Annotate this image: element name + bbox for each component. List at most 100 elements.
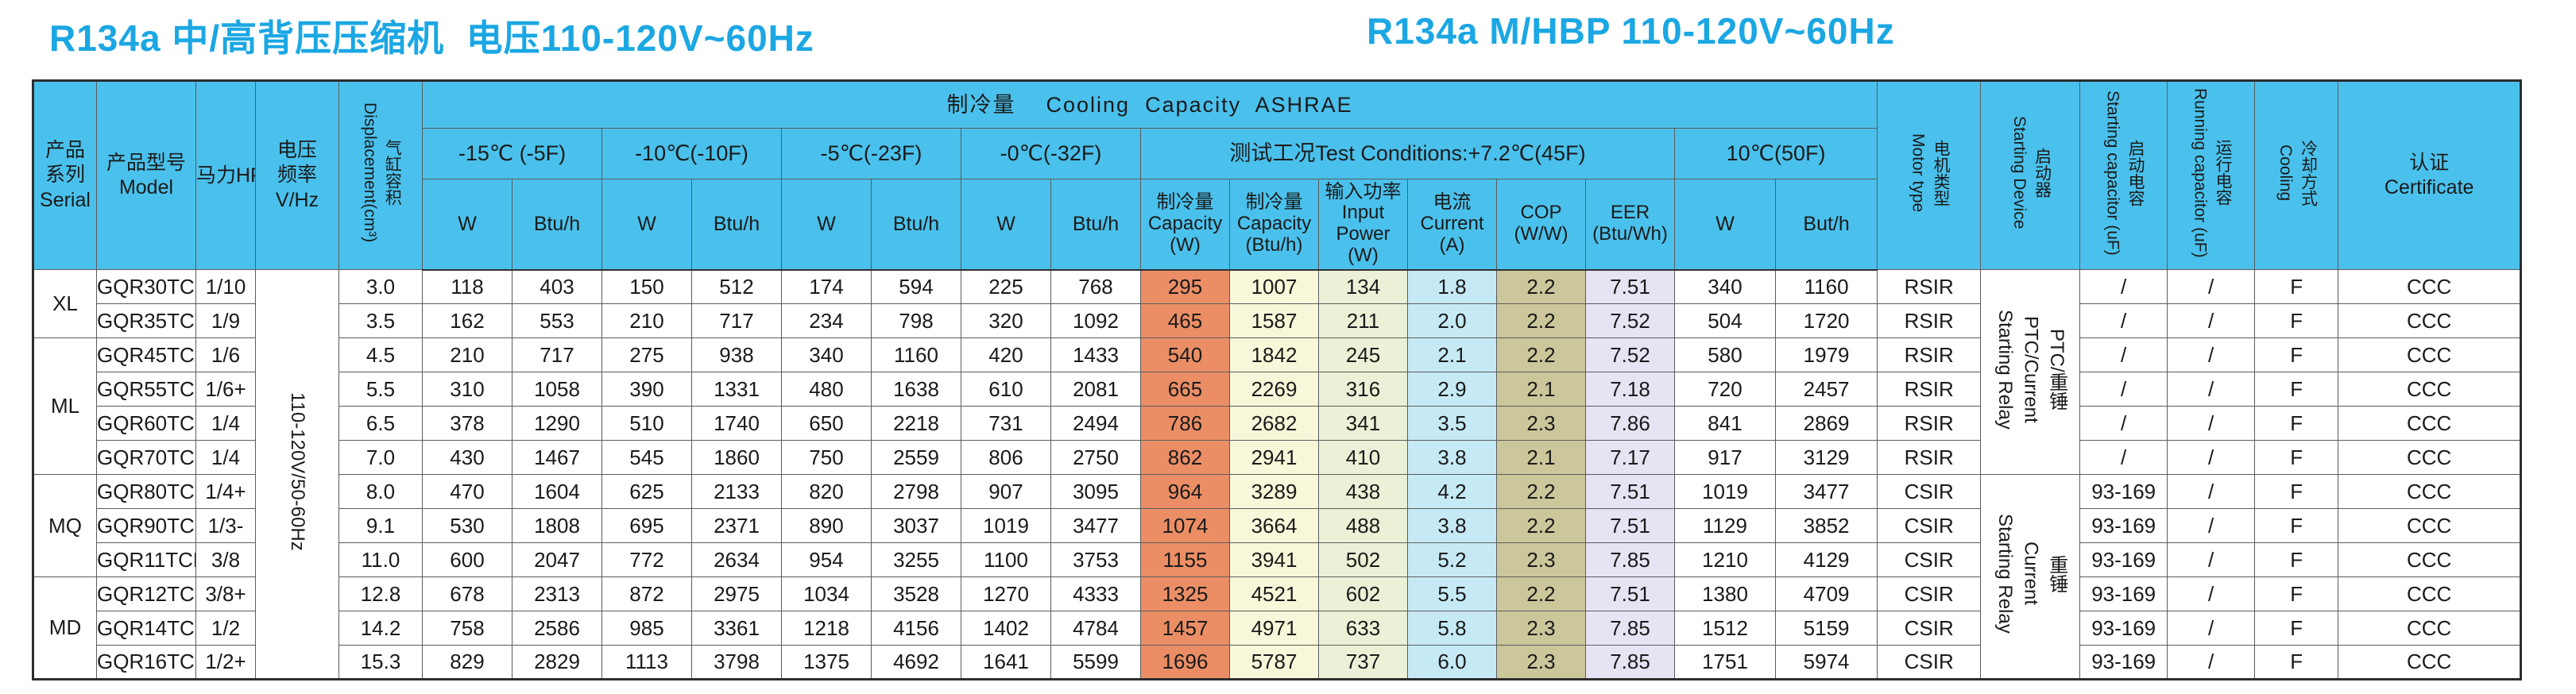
cell-minus10_btuh: 2371: [691, 508, 782, 543]
cell-eer: 7.51: [1585, 576, 1675, 611]
header-zero-btuh: Btu/h: [1050, 179, 1141, 271]
cell-running_capacitor: /: [2167, 337, 2256, 372]
cell-c10_w: 841: [1674, 406, 1776, 441]
cell-minus15_btuh: 403: [512, 269, 602, 304]
cell-zero_btuh: 4784: [1050, 611, 1141, 646]
cell-serial-ML: ML: [33, 337, 97, 475]
cell-minus10_w: 150: [601, 269, 692, 304]
cell-c10_w: 1380: [1674, 576, 1776, 611]
header-temp-minus5: -5℃(-23F): [781, 128, 961, 179]
cell-minus5_btuh: 798: [871, 303, 961, 338]
header-tc-current: 电流 Current (A): [1407, 179, 1497, 271]
cell-capacity_w: 964: [1140, 474, 1230, 509]
cell-minus10_w: 545: [601, 440, 692, 475]
cell-zero_w: 610: [961, 372, 1051, 407]
cell-minus10_btuh: 2133: [691, 474, 782, 509]
cell-minus15_btuh: 1467: [512, 440, 602, 475]
cell-cooling: F: [2254, 508, 2339, 543]
cell-minus10_w: 625: [601, 474, 692, 509]
header-horsepower: 马力HP: [195, 80, 256, 270]
cell-model: GQR45TCD: [96, 337, 196, 372]
cell-c10_buth: 5974: [1774, 645, 1878, 680]
header-temp-zero: -0℃(-32F): [961, 128, 1141, 179]
header-10c-buth: But/h: [1774, 179, 1878, 271]
cell-cooling: F: [2254, 474, 2339, 509]
cell-capacity_w: 1457: [1140, 611, 1230, 646]
cell-capacity_btuh: 5787: [1229, 645, 1319, 680]
cell-minus5_w: 174: [781, 269, 872, 304]
cell-displacement: 6.5: [338, 406, 423, 441]
cell-minus5_btuh: 594: [871, 269, 961, 304]
cell-zero_w: 1100: [961, 542, 1051, 577]
cell-hp: 1/4+: [195, 474, 256, 509]
cell-capacity_w: 1696: [1140, 645, 1230, 680]
cell-minus5_btuh: 4692: [871, 645, 961, 680]
cell-capacity_btuh: 2269: [1229, 372, 1319, 407]
table-row: GQR11TCD3/8 11.06002047772263495432551100…: [33, 542, 2522, 577]
table-row: GQR35TCD1/9 3.516255321071723479832010924…: [33, 303, 2522, 338]
cell-cop: 2.3: [1496, 611, 1586, 646]
cell-input_power: 737: [1318, 645, 1408, 680]
cell-minus10_w: 210: [601, 303, 692, 338]
cell-cooling: F: [2254, 269, 2339, 304]
cell-zero_w: 225: [961, 269, 1051, 304]
cell-model: GQR30TCD: [96, 269, 196, 304]
cell-minus10_w: 772: [601, 542, 692, 577]
cell-cooling: F: [2254, 440, 2339, 475]
cell-displacement: 8.0: [338, 474, 423, 509]
header-10c-w: W: [1674, 179, 1776, 271]
cell-minus10_w: 985: [601, 611, 692, 646]
cell-minus5_w: 820: [781, 474, 872, 509]
cell-motor: CSIR: [1877, 542, 1982, 577]
cell-cop: 2.2: [1496, 269, 1586, 304]
cell-certificate: CCC: [2338, 508, 2522, 543]
cell-c10_w: 504: [1674, 303, 1776, 338]
cell-cooling: F: [2254, 611, 2339, 646]
cell-minus5_btuh: 1160: [871, 337, 961, 372]
cell-eer: 7.51: [1585, 508, 1675, 543]
cell-cop: 2.1: [1496, 372, 1586, 407]
header-cooling-method: 冷却方式 Cooling: [2254, 80, 2339, 270]
header-temp-minus15: -15℃ (-5F): [422, 128, 602, 179]
cell-capacity_w: 295: [1140, 269, 1230, 304]
cell-minus5_w: 1034: [781, 576, 872, 611]
cell-current: 2.9: [1407, 372, 1497, 407]
cell-starting_capacitor: /: [2079, 406, 2168, 441]
table-row: GQR14TCD1/2 14.27582586985336112184156140…: [33, 611, 2522, 646]
cell-serial-MD: MD: [33, 576, 97, 680]
cell-zero_btuh: 3753: [1050, 542, 1141, 577]
cell-zero_w: 420: [961, 337, 1051, 372]
cell-c10_buth: 2869: [1774, 406, 1878, 441]
cell-starting_capacitor: 93-169: [2079, 645, 2168, 680]
cell-eer: 7.17: [1585, 440, 1675, 475]
cell-hp: 1/10: [195, 269, 256, 304]
cell-current: 4.2: [1407, 474, 1497, 509]
header-tc-eer: EER (Btu/Wh): [1585, 179, 1675, 271]
cell-certificate: CCC: [2338, 406, 2522, 441]
cell-motor: CSIR: [1877, 576, 1982, 611]
cell-input_power: 410: [1318, 440, 1408, 475]
cell-eer: 7.51: [1585, 269, 1675, 304]
table-row: GQR55TCD1/6+5.53101058390133148016386102…: [33, 372, 2522, 407]
cell-cop: 2.2: [1496, 474, 1586, 509]
cell-current: 3.8: [1407, 508, 1497, 543]
cell-zero_btuh: 2081: [1050, 372, 1141, 407]
cell-cop: 2.2: [1496, 303, 1586, 338]
cell-certificate: CCC: [2338, 576, 2522, 611]
cell-minus10_btuh: 3361: [691, 611, 782, 646]
cell-certificate: CCC: [2338, 337, 2522, 372]
cell-zero_btuh: 2494: [1050, 406, 1141, 441]
cell-model: GQR80TCD: [96, 474, 196, 509]
cell-certificate: CCC: [2338, 474, 2522, 509]
cell-running_capacitor: /: [2167, 508, 2256, 543]
cell-cooling: F: [2254, 542, 2339, 577]
cell-minus5_w: 340: [781, 337, 872, 372]
cell-minus5_btuh: 3528: [871, 576, 961, 611]
cell-c10_w: 1512: [1674, 611, 1776, 646]
cell-certificate: CCC: [2338, 645, 2522, 680]
header-motor-type: 电机类型 Motor type: [1877, 80, 1982, 270]
cell-input_power: 245: [1318, 337, 1408, 372]
cell-model: GQR11TCD: [96, 542, 196, 577]
cell-minus5_btuh: 3255: [871, 542, 961, 577]
cell-eer: 7.52: [1585, 303, 1675, 338]
